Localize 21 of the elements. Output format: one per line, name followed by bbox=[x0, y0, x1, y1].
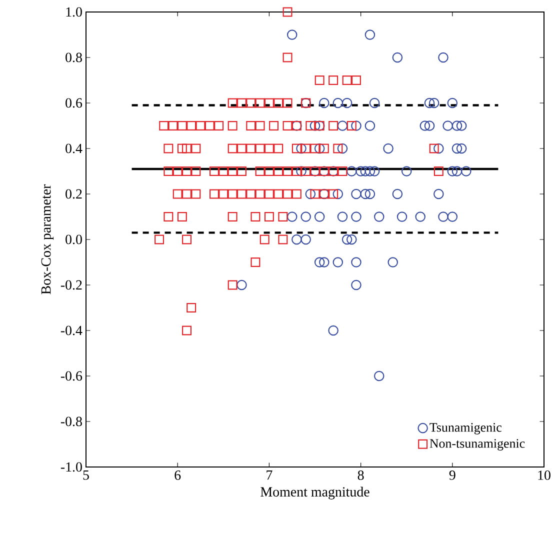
y-tick-label: 0.6 bbox=[66, 98, 82, 108]
x-tick-label: 9 bbox=[449, 470, 456, 480]
x-tick-label: 8 bbox=[358, 470, 364, 480]
x-tick-label: 10 bbox=[538, 470, 550, 480]
y-tick-label: 0.0 bbox=[66, 234, 82, 244]
y-tick-label: -0.8 bbox=[60, 416, 82, 426]
y-tick-label: 0.4 bbox=[66, 144, 82, 154]
legend-label: Tsunamigenic bbox=[430, 423, 502, 434]
y-axis-title: Box-Cox parameter bbox=[41, 184, 54, 294]
x-axis-title: Moment magnitude bbox=[260, 486, 370, 500]
y-tick-label: -0.2 bbox=[60, 280, 82, 290]
y-tick-label: 0.8 bbox=[66, 52, 82, 62]
x-tick-label: 7 bbox=[266, 470, 272, 480]
y-tick-label: -1.0 bbox=[60, 462, 82, 472]
y-tick-label: 1.0 bbox=[66, 7, 82, 17]
y-tick-label: 0.2 bbox=[66, 189, 82, 199]
legend-label: Non-tsunamigenic bbox=[430, 439, 525, 450]
x-tick-label: 6 bbox=[174, 470, 181, 480]
y-tick-label: -0.6 bbox=[60, 371, 82, 381]
x-tick-label: 5 bbox=[83, 470, 89, 480]
y-tick-label: -0.4 bbox=[60, 326, 82, 336]
